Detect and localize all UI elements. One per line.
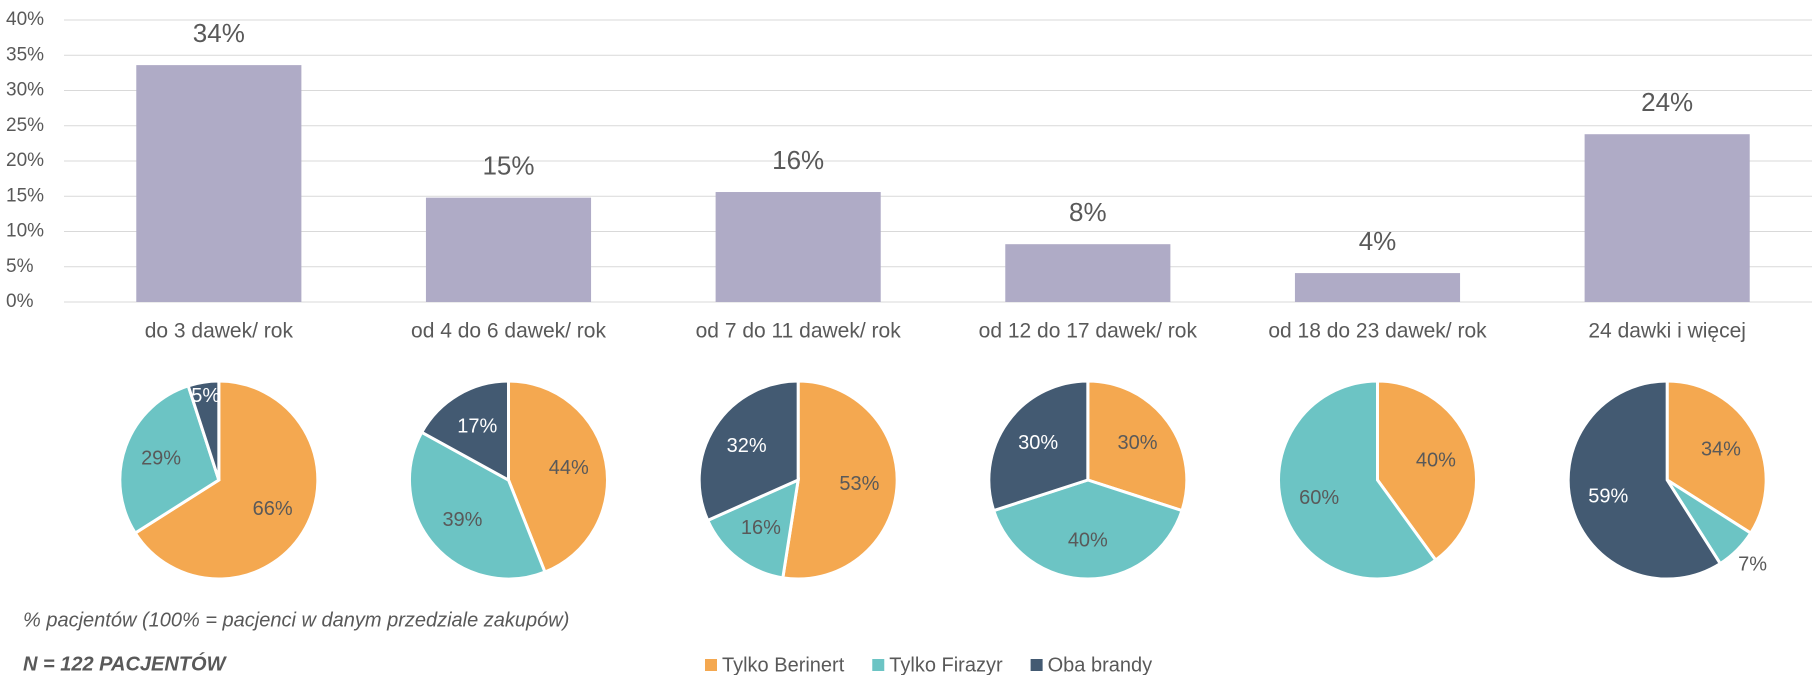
bar-value-label: 34% [193,18,245,48]
pie-slice [419,379,510,483]
y-tick-label: 0% [6,291,34,312]
y-tick-label: 25% [6,115,44,136]
x-tick-label: od 7 do 11 dawek/ rok [696,320,902,343]
pie-value-label: 7% [1738,554,1767,576]
pie-slice [697,379,800,523]
pie-slice [1376,379,1478,563]
bar [425,197,592,302]
bar [136,65,302,303]
pie-value-label: 66% [253,498,293,520]
legend-swatch [705,659,717,671]
pie-value-label: 30% [1018,432,1058,454]
pie-slice [408,430,547,581]
legend-label: Tylko Firazyr [889,654,1003,675]
bar [715,192,881,302]
legend-swatch [1030,659,1043,671]
bar-value-label: 24% [1641,87,1693,117]
pie-value-label: 39% [442,509,482,531]
pie-value-label: 34% [1701,439,1741,461]
pie-value-label: 60% [1299,487,1339,509]
pie-value-label: 17% [457,415,497,437]
y-tick-label: 35% [6,44,44,65]
legend-label: Oba brandy [1048,654,1153,675]
y-tick-label: 15% [6,185,44,206]
pie-slice [987,379,1090,513]
bar-value-label: 16% [772,145,824,175]
pie-value-label: 44% [549,457,589,479]
pie-slice [507,379,609,574]
pie-slice [1086,379,1189,513]
bar-value-label: 8% [1069,197,1107,227]
pie-slice [133,379,320,581]
bar [1005,244,1171,302]
bar [1584,134,1750,302]
pie-value-label: 53% [839,473,879,495]
y-tick-label: 40% [6,9,44,30]
x-tick-label: od 18 do 23 dawek/ rok [1268,320,1487,343]
note: % pacjentów (100% = pacjenci w danym prz… [23,609,569,631]
y-tick-label: 5% [6,256,34,277]
pie-slice [186,379,221,481]
pie-value-label: 5% [191,385,220,407]
legend-swatch [872,659,885,671]
x-tick-label: od 4 do 6 dawek/ rok [411,320,606,343]
pie-value-label: 40% [1068,530,1108,552]
pie-value-label: 32% [727,435,767,457]
pie-slice [118,383,221,536]
sample-size: N = 122 PACJENTÓW [23,651,228,675]
bar [1294,273,1461,302]
pie-slice [781,379,899,581]
y-tick-label: 30% [6,80,44,101]
x-tick-label: 24 dawki i więcej [1588,320,1746,343]
bar-value-label: 15% [482,151,534,181]
pie-value-label: 59% [1588,485,1628,507]
y-tick-label: 10% [6,221,44,242]
pie-slice [991,478,1184,581]
pie-value-label: 29% [141,447,181,469]
pie-value-label: 30% [1117,432,1157,454]
y-tick-label: 20% [6,150,44,171]
legend-label: Tylko Berinert [722,654,845,675]
bar-value-label: 4% [1359,226,1397,256]
x-tick-label: do 3 dawek/ rok [145,320,294,343]
pie-slice [1277,379,1438,581]
pie-slice [1566,379,1723,581]
pie-value-label: 40% [1416,449,1456,471]
x-tick-label: od 12 do 17 dawek/ rok [979,320,1198,343]
pie-slice [705,477,801,580]
pie-value-label: 16% [741,517,781,539]
